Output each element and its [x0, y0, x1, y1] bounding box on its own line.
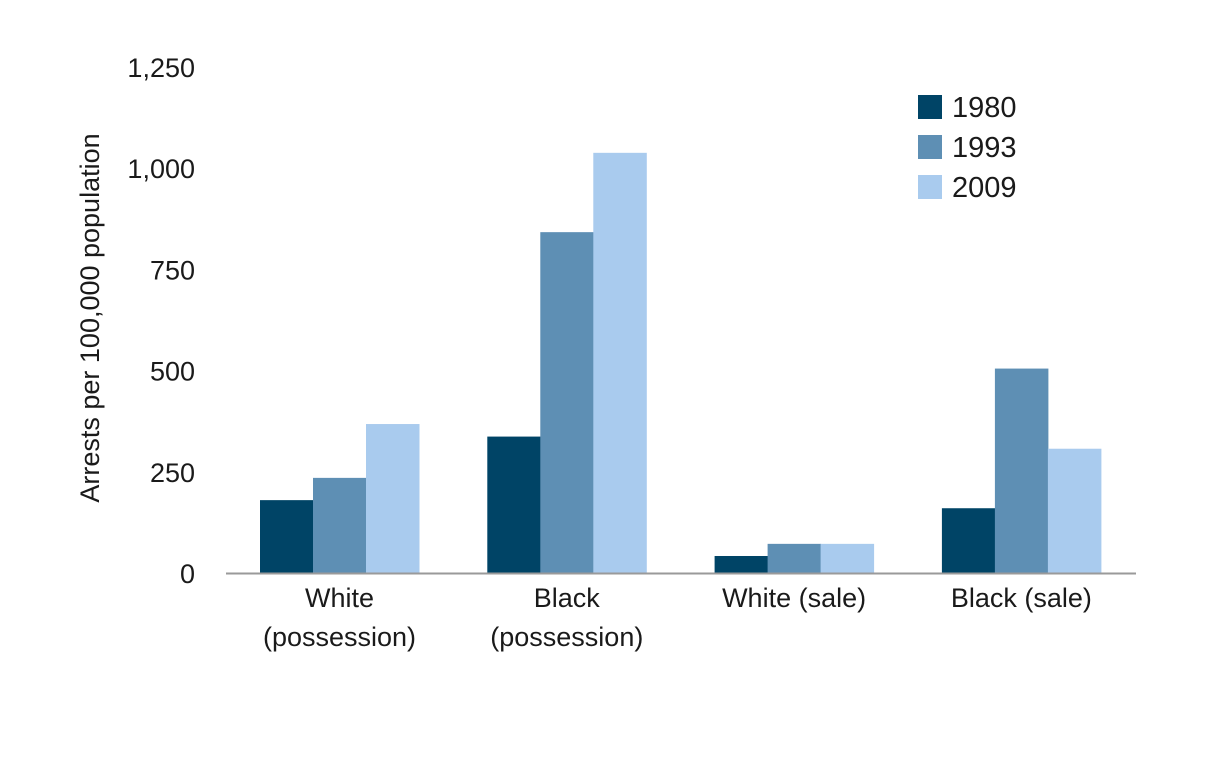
bar: [714, 555, 769, 573]
bar: [313, 477, 367, 573]
y-tick-label: 500: [150, 357, 195, 387]
x-tick-label: Black: [534, 583, 601, 613]
bar: [1047, 448, 1102, 573]
x-axis-labels: White (possession) Black (possession) White …: [263, 583, 1092, 652]
y-tick-label: 1,000: [127, 154, 195, 184]
bar: [487, 436, 541, 573]
x-tick-label: White: [305, 583, 374, 613]
x-tick-label: (possession): [263, 622, 416, 652]
bar: [593, 152, 647, 573]
bar: [540, 232, 594, 574]
legend-label: 1980: [952, 92, 1017, 124]
y-tick-label: 1,250: [127, 53, 195, 83]
legend-swatch: [918, 135, 942, 159]
y-axis-title: Arrests per 100,000 population: [75, 133, 105, 502]
bar: [366, 424, 420, 573]
bars: [260, 152, 1102, 574]
bar: [941, 508, 996, 573]
y-tick-label: 750: [150, 255, 195, 285]
legend: 1980 1993 2009: [918, 92, 1017, 204]
x-tick-label: (possession): [490, 622, 643, 652]
legend-label: 2009: [952, 172, 1017, 204]
legend-label: 1993: [952, 132, 1017, 164]
x-tick-label: White (sale): [722, 583, 866, 613]
bar: [260, 500, 314, 573]
legend-swatch: [918, 95, 942, 119]
bar: [994, 368, 1049, 573]
y-tick-label: 250: [150, 458, 195, 488]
y-axis-ticks: 0 250 500 750 1,000 1,250: [127, 53, 195, 589]
bar: [767, 543, 822, 573]
bar: [820, 543, 875, 573]
x-tick-label: Black (sale): [951, 583, 1092, 613]
y-tick-label: 0: [180, 559, 195, 589]
legend-swatch: [918, 175, 942, 199]
